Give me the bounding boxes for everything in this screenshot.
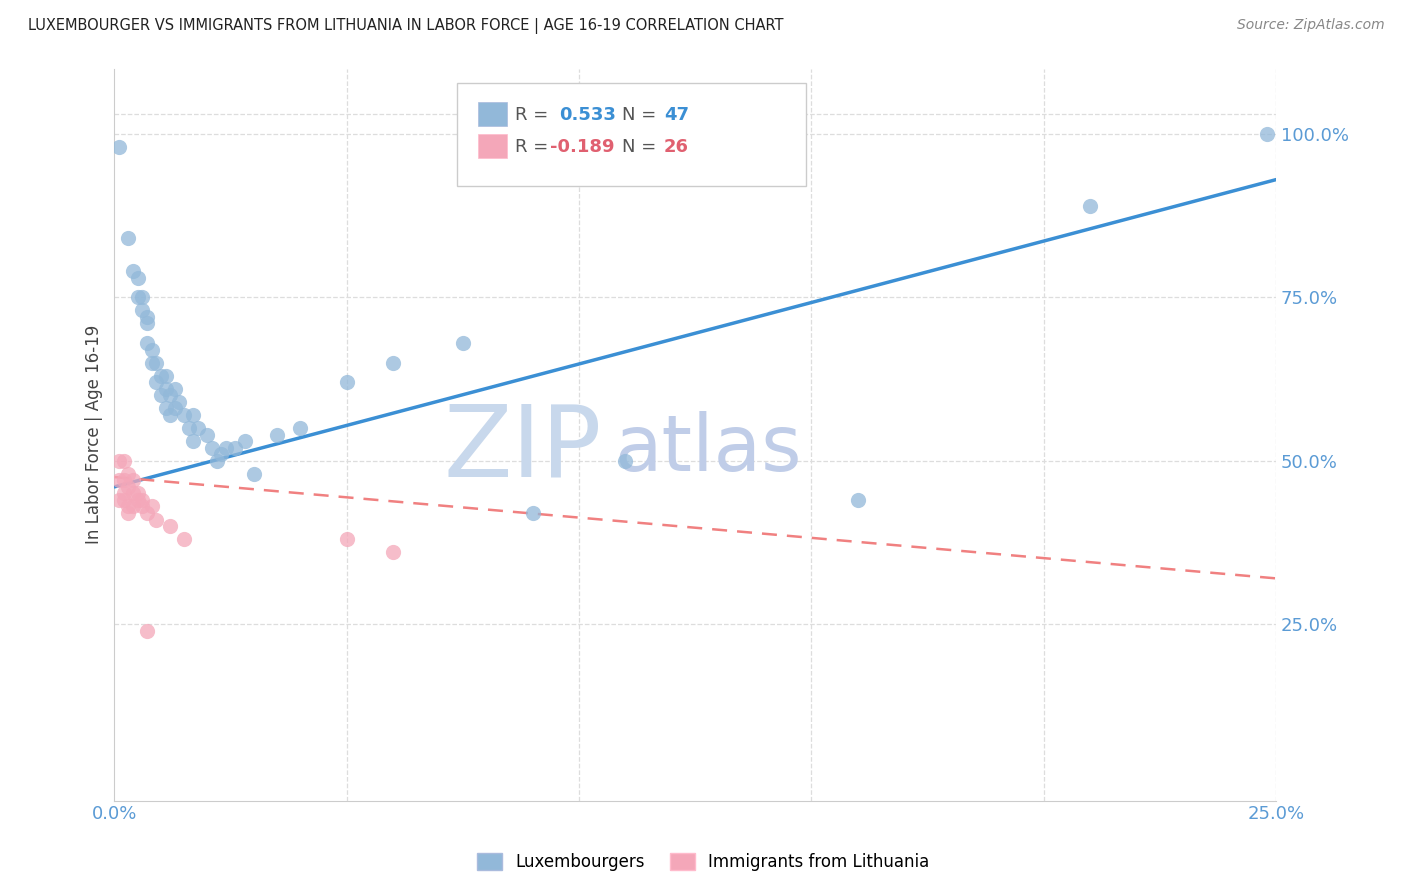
Point: [127, 270, 149, 285]
Text: 47: 47: [664, 105, 689, 124]
Point: [136, 336, 159, 351]
FancyBboxPatch shape: [478, 135, 508, 158]
Point: [522, 506, 544, 520]
Point: [131, 492, 153, 507]
Point: [112, 492, 135, 507]
Point: [112, 453, 135, 467]
Point: [112, 473, 135, 487]
Point: [131, 500, 153, 514]
Point: [141, 356, 163, 370]
Point: [108, 453, 131, 467]
Point: [163, 382, 186, 396]
Point: [183, 434, 205, 449]
Point: [127, 486, 149, 500]
Point: [122, 486, 145, 500]
Text: N =: N =: [621, 105, 662, 124]
Point: [136, 624, 159, 638]
Text: Source: ZipAtlas.com: Source: ZipAtlas.com: [1237, 18, 1385, 32]
Point: [290, 421, 312, 435]
Point: [145, 356, 167, 370]
Point: [233, 434, 256, 449]
Point: [336, 376, 359, 390]
Text: R =: R =: [515, 138, 554, 156]
Point: [117, 480, 139, 494]
FancyBboxPatch shape: [457, 83, 806, 186]
Point: [145, 376, 167, 390]
Point: [382, 356, 405, 370]
Point: [1078, 199, 1101, 213]
Point: [112, 486, 135, 500]
Point: [382, 545, 405, 559]
Text: -0.189: -0.189: [550, 138, 614, 156]
Point: [201, 441, 224, 455]
Point: [117, 506, 139, 520]
Point: [117, 231, 139, 245]
Legend: Luxembourgers, Immigrants from Lithuania: Luxembourgers, Immigrants from Lithuania: [468, 845, 938, 880]
Point: [117, 500, 139, 514]
Point: [108, 492, 131, 507]
Point: [266, 427, 288, 442]
Text: atlas: atlas: [614, 411, 801, 487]
Point: [177, 421, 200, 435]
Point: [141, 500, 163, 514]
Point: [117, 467, 139, 481]
Point: [127, 290, 149, 304]
Point: [122, 500, 145, 514]
Point: [205, 453, 228, 467]
Point: [183, 408, 205, 422]
Point: [155, 401, 177, 416]
Point: [155, 382, 177, 396]
Text: ZIP: ZIP: [444, 401, 602, 498]
Point: [108, 473, 131, 487]
Point: [159, 408, 181, 422]
Text: 26: 26: [664, 138, 689, 156]
Point: [614, 453, 637, 467]
Y-axis label: In Labor Force | Age 16-19: In Labor Force | Age 16-19: [86, 325, 103, 544]
Text: 0.533: 0.533: [560, 105, 616, 124]
FancyBboxPatch shape: [478, 103, 508, 126]
Point: [131, 290, 153, 304]
Point: [159, 388, 181, 402]
Point: [159, 519, 181, 533]
Point: [122, 264, 145, 278]
Point: [169, 395, 191, 409]
Point: [127, 492, 149, 507]
Point: [136, 506, 159, 520]
Text: R =: R =: [515, 105, 554, 124]
Point: [846, 492, 869, 507]
Text: N =: N =: [621, 138, 662, 156]
Point: [336, 532, 359, 546]
Point: [215, 441, 238, 455]
Point: [136, 317, 159, 331]
Point: [149, 388, 172, 402]
Point: [163, 401, 186, 416]
Point: [122, 473, 145, 487]
Point: [141, 343, 163, 357]
Point: [187, 421, 209, 435]
Point: [173, 408, 195, 422]
Point: [131, 303, 153, 318]
Point: [451, 336, 474, 351]
Point: [149, 368, 172, 383]
Point: [155, 368, 177, 383]
Point: [195, 427, 218, 442]
Point: [209, 447, 232, 461]
Point: [1256, 127, 1278, 141]
Point: [136, 310, 159, 324]
Point: [108, 140, 131, 154]
Point: [145, 512, 167, 526]
Point: [243, 467, 266, 481]
Point: [224, 441, 246, 455]
Text: LUXEMBOURGER VS IMMIGRANTS FROM LITHUANIA IN LABOR FORCE | AGE 16-19 CORRELATION: LUXEMBOURGER VS IMMIGRANTS FROM LITHUANI…: [28, 18, 783, 34]
Point: [173, 532, 195, 546]
